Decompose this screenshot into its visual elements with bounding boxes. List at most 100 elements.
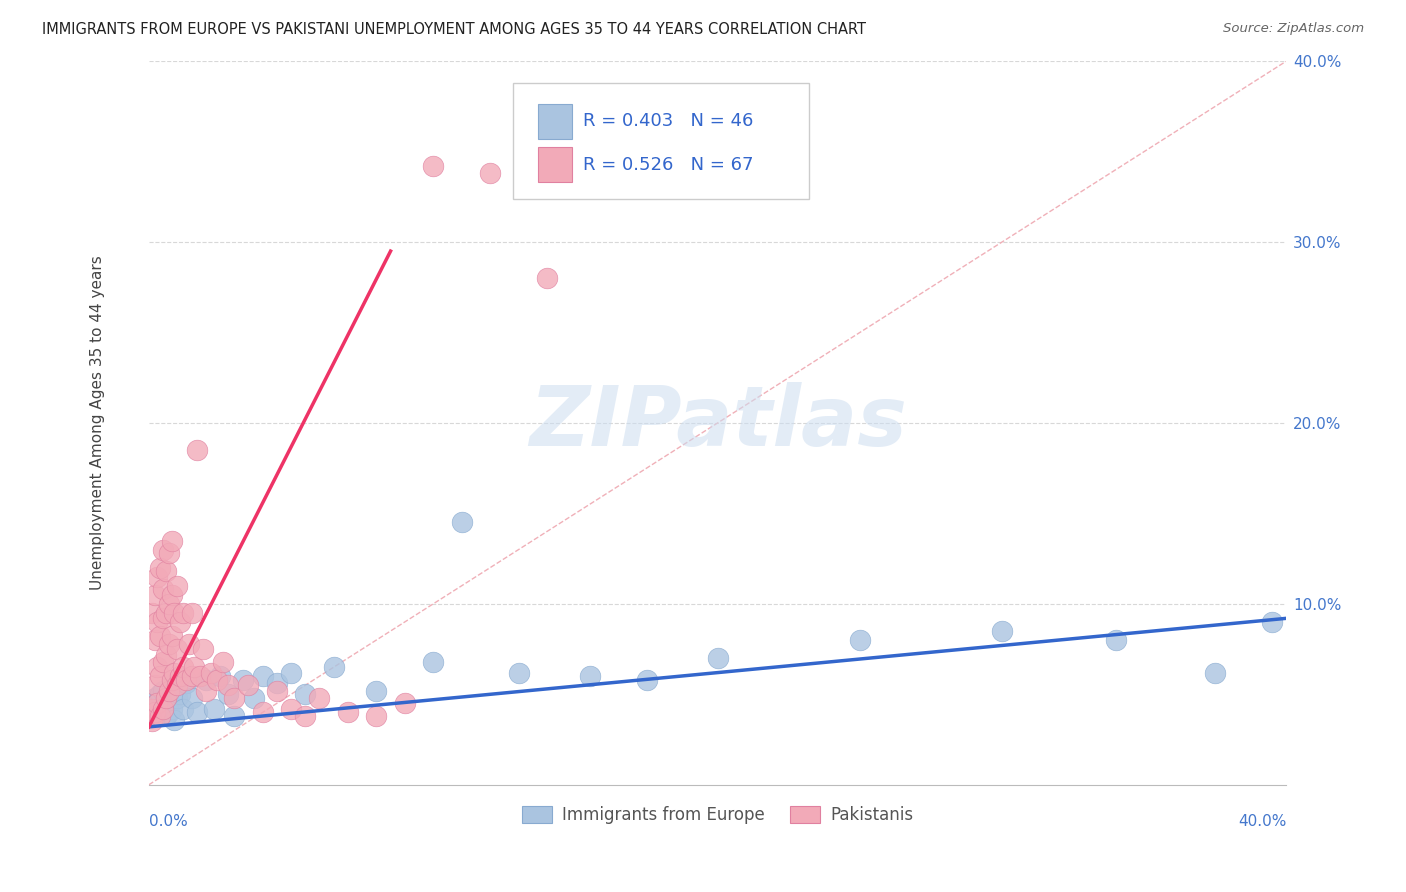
Text: R = 0.526   N = 67: R = 0.526 N = 67 <box>583 155 754 174</box>
Point <box>155 709 177 723</box>
Point <box>180 690 202 705</box>
Text: 40.0%: 40.0% <box>1237 814 1286 829</box>
Point <box>238 678 260 692</box>
Point <box>163 713 186 727</box>
Text: Unemployment Among Ages 35 to 44 years: Unemployment Among Ages 35 to 44 years <box>90 256 105 591</box>
Point <box>280 702 302 716</box>
Point <box>450 516 472 530</box>
Point <box>183 660 205 674</box>
Point <box>143 588 166 602</box>
Point <box>849 633 872 648</box>
Point <box>336 706 359 720</box>
Point <box>152 542 174 557</box>
Point <box>194 683 217 698</box>
Point <box>174 673 197 687</box>
FancyBboxPatch shape <box>538 103 572 138</box>
Point <box>280 665 302 680</box>
Point <box>146 660 169 674</box>
Point <box>1105 633 1128 648</box>
Point <box>266 676 288 690</box>
Point <box>152 702 174 716</box>
Point <box>422 159 444 173</box>
Point <box>224 690 246 705</box>
Point <box>1261 615 1284 629</box>
Point <box>157 546 180 560</box>
Point <box>232 673 254 687</box>
Legend: Immigrants from Europe, Pakistanis: Immigrants from Europe, Pakistanis <box>516 799 920 830</box>
Point <box>322 660 344 674</box>
Point <box>706 651 728 665</box>
Point <box>152 582 174 597</box>
Point <box>169 669 191 683</box>
Point <box>479 166 502 180</box>
Point <box>157 706 180 720</box>
Point <box>155 648 177 662</box>
Point <box>157 683 180 698</box>
Point <box>186 443 208 458</box>
Point <box>157 694 180 708</box>
Point <box>172 702 194 716</box>
Point <box>143 702 166 716</box>
Point <box>169 687 191 701</box>
Point <box>143 706 166 720</box>
Point <box>578 669 600 683</box>
Point <box>636 673 658 687</box>
Point <box>366 709 388 723</box>
Point <box>152 655 174 669</box>
Point <box>152 683 174 698</box>
Point <box>180 669 202 683</box>
Point <box>177 637 200 651</box>
Point <box>146 615 169 629</box>
Point <box>188 669 211 683</box>
Point <box>508 665 530 680</box>
Point <box>141 706 163 720</box>
Point <box>143 678 166 692</box>
Point <box>166 642 188 657</box>
Point <box>308 690 330 705</box>
Point <box>163 606 186 620</box>
Point <box>155 564 177 578</box>
Point <box>172 606 194 620</box>
Point <box>243 690 266 705</box>
Point <box>294 687 316 701</box>
Text: 0.0%: 0.0% <box>149 814 187 829</box>
Point <box>536 271 558 285</box>
Point <box>146 570 169 584</box>
Point <box>169 615 191 629</box>
Point <box>218 687 240 701</box>
Point <box>194 673 217 687</box>
Point <box>146 697 169 711</box>
Point <box>152 702 174 716</box>
Text: R = 0.403   N = 46: R = 0.403 N = 46 <box>583 112 754 130</box>
Point <box>149 706 172 720</box>
Point <box>160 702 183 716</box>
Point <box>149 687 172 701</box>
Point <box>166 678 188 692</box>
Point <box>252 706 274 720</box>
Point <box>174 676 197 690</box>
Point <box>149 560 172 574</box>
Point <box>152 611 174 625</box>
Text: IMMIGRANTS FROM EUROPE VS PAKISTANI UNEMPLOYMENT AMONG AGES 35 TO 44 YEARS CORRE: IMMIGRANTS FROM EUROPE VS PAKISTANI UNEM… <box>42 22 866 37</box>
Point <box>160 678 183 692</box>
Point <box>146 697 169 711</box>
Point <box>205 673 228 687</box>
Point <box>141 702 163 716</box>
Point <box>172 660 194 674</box>
FancyBboxPatch shape <box>538 147 572 182</box>
Point <box>394 697 416 711</box>
Point <box>166 690 188 705</box>
Point <box>157 597 180 611</box>
Point <box>155 606 177 620</box>
Point <box>991 624 1014 638</box>
Text: Source: ZipAtlas.com: Source: ZipAtlas.com <box>1223 22 1364 36</box>
Point <box>186 706 208 720</box>
Point <box>160 588 183 602</box>
Point <box>143 690 166 705</box>
Point <box>155 690 177 705</box>
Point <box>166 579 188 593</box>
Point <box>294 709 316 723</box>
Point <box>160 673 183 687</box>
Point <box>141 606 163 620</box>
Text: ZIPatlas: ZIPatlas <box>529 383 907 464</box>
